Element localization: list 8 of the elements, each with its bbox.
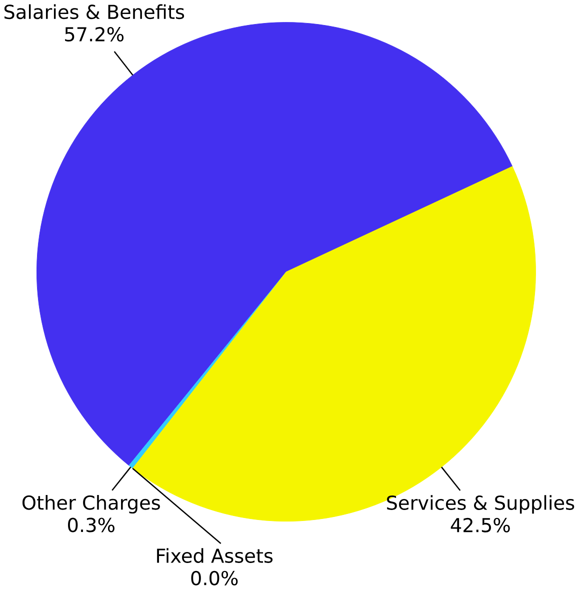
data-label: 42.5% — [450, 518, 510, 532]
data-label: 0.3% — [68, 518, 114, 532]
data-label: 57.2% — [64, 27, 124, 42]
text: 0.0% — [191, 570, 238, 586]
slice-label: Other Charges — [22, 495, 160, 514]
slice-label: Salaries & Benefits — [4, 4, 184, 20]
slice-label: Services & Supplies — [386, 495, 574, 514]
category-label: Fixed Assets — [156, 548, 272, 563]
